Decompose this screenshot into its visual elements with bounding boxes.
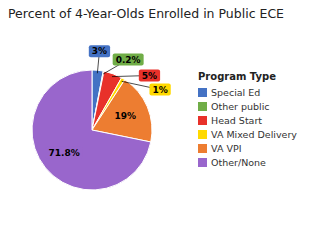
legend: Program Type Special Ed Other public Head S… (198, 71, 297, 168)
data-label: 0.2% (116, 55, 141, 65)
data-label-box (89, 45, 110, 57)
legend-swatch (198, 88, 207, 97)
data-label-group: 71.8% (46, 147, 83, 159)
data-label-group: 3% (89, 45, 110, 57)
legend-label: VA VPI (211, 143, 241, 154)
legend-swatch (198, 116, 207, 125)
pie-slice (32, 70, 151, 190)
legend-title: Program Type (198, 71, 276, 82)
data-label: 1% (152, 85, 167, 95)
legend-label: Other public (211, 101, 270, 112)
data-label: 3% (92, 46, 107, 56)
pie (32, 70, 152, 190)
legend-label: Head Start (211, 115, 262, 126)
legend-swatch (198, 144, 207, 153)
data-label: 19% (114, 111, 136, 121)
legend-label: Other/None (211, 157, 266, 168)
data-label-box (46, 147, 83, 159)
data-label-box (113, 54, 144, 66)
data-label-group: 5% (139, 70, 160, 82)
legend-swatch (198, 158, 207, 167)
data-label-group: 1% (149, 84, 170, 96)
legend-label: Special Ed (211, 87, 260, 98)
data-label-group: 19% (111, 110, 139, 122)
data-label: 71.8% (49, 148, 80, 158)
data-label: 5% (142, 71, 157, 81)
legend-label: VA Mixed Delivery (211, 129, 297, 140)
chart-title: Percent of 4-Year-Olds Enrolled in Publi… (8, 6, 284, 21)
chart: Percent of 4-Year-Olds Enrolled in Publi… (0, 0, 325, 229)
data-label-box (149, 84, 170, 96)
legend-swatch (198, 102, 207, 111)
data-label-box (111, 110, 139, 122)
data-label-box (139, 70, 160, 82)
legend-swatch (198, 130, 207, 139)
data-labels: 3% 0.2%5% 1% 19% 71.8% (46, 45, 171, 159)
data-label-group: 0.2% (113, 54, 144, 66)
